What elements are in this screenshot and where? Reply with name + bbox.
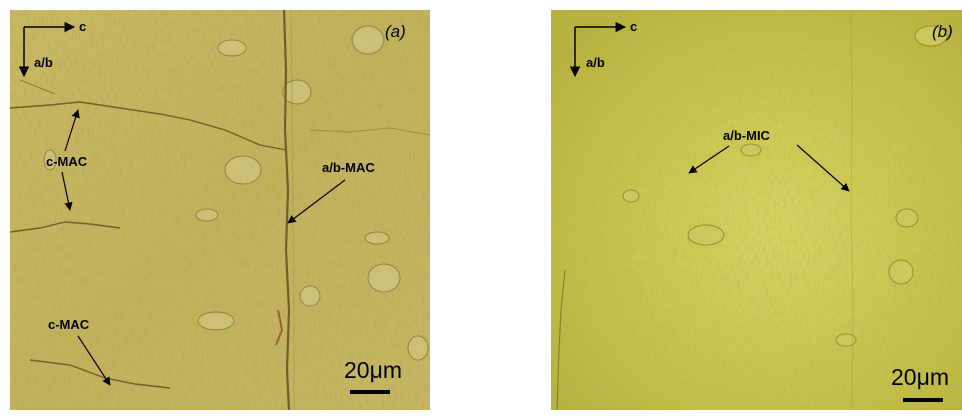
- micrograph-image-a: [10, 10, 430, 410]
- micrograph-panel-a: c a/b (a) c-MAC a/b-MAC c-MAC 20μm: [10, 10, 430, 410]
- micrograph-panel-b: c a/b (b) a/b-MIC 20μm: [551, 10, 962, 410]
- micrograph-image-b: [551, 10, 962, 410]
